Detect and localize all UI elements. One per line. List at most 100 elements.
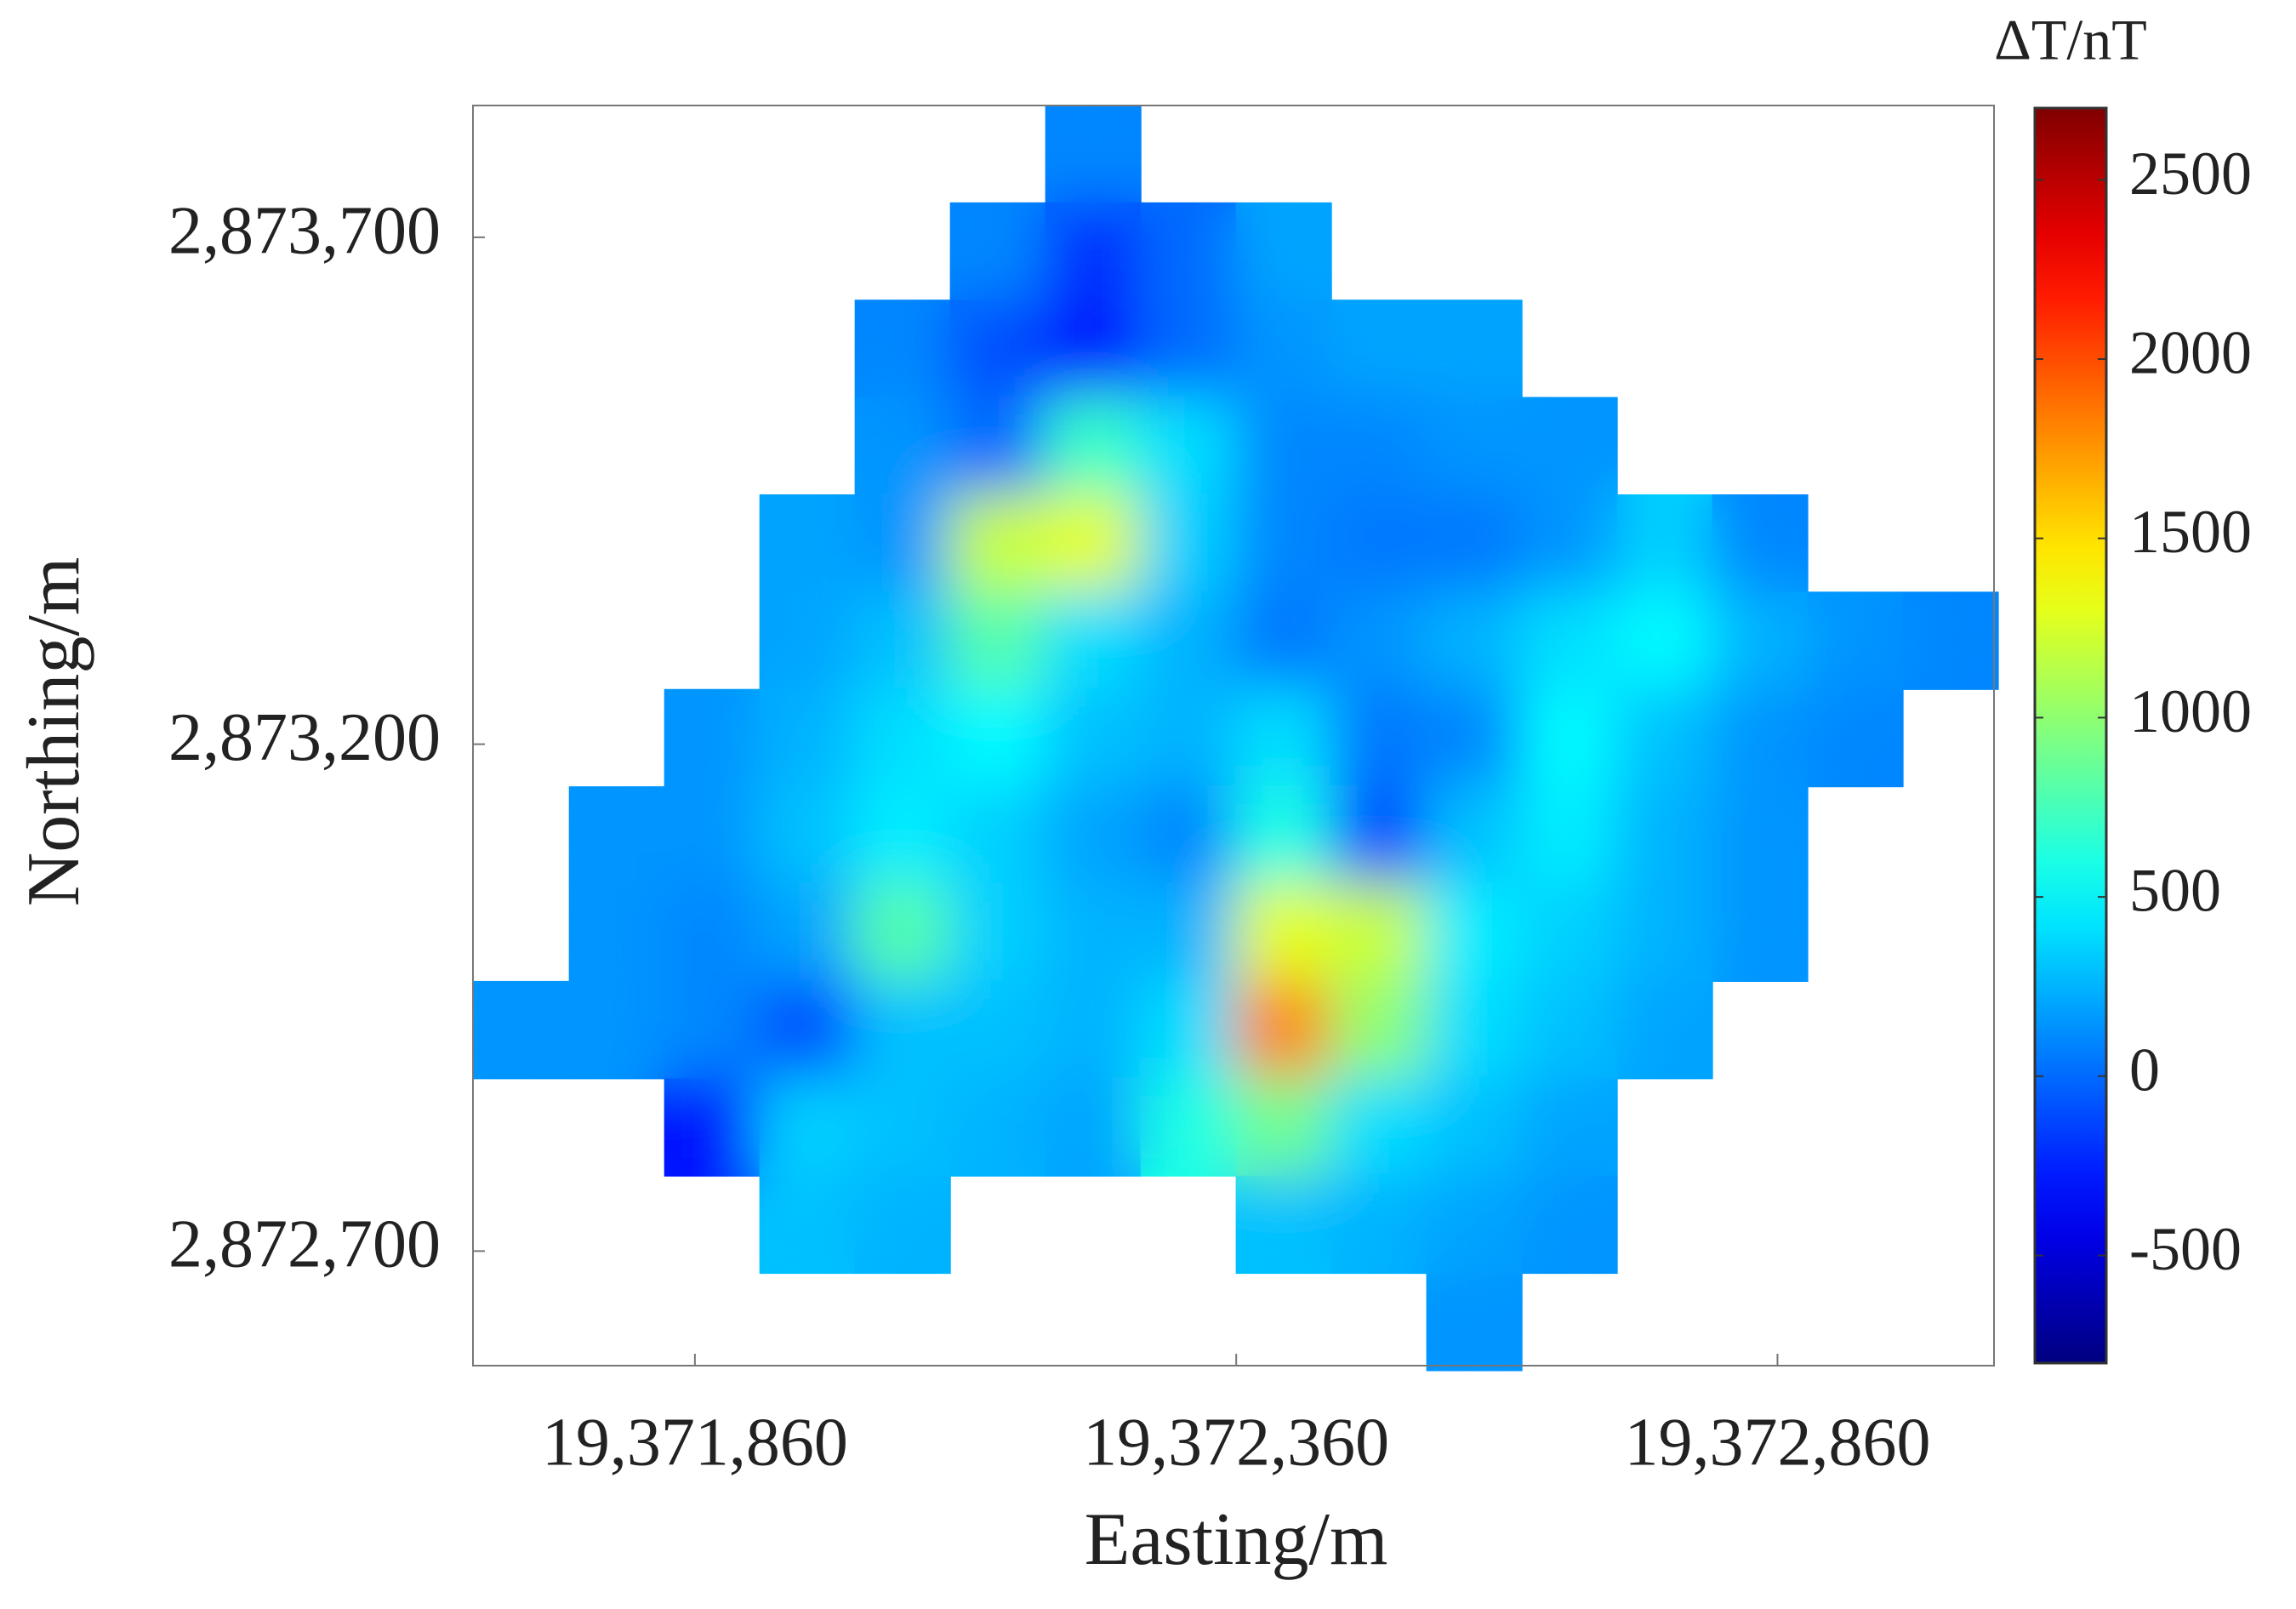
smooth-cell — [1615, 979, 1715, 1081]
smooth-cell — [1425, 1271, 1524, 1372]
smooth-cell — [1044, 979, 1143, 1081]
smooth-cell — [853, 882, 953, 984]
smooth-cell — [1330, 396, 1429, 497]
smooth-cell — [1425, 493, 1524, 594]
smooth-cell — [1234, 785, 1334, 887]
smooth-cell — [1425, 882, 1524, 984]
x-axis-label: Easting/m — [1085, 1498, 1388, 1581]
smooth-cell — [1425, 396, 1524, 497]
smooth-cell — [1330, 298, 1429, 400]
smooth-cell — [1139, 298, 1239, 400]
smooth-cell — [1806, 590, 1906, 692]
smooth-cell — [853, 1174, 953, 1275]
y-tick-label: 2,873,200 — [168, 700, 441, 775]
smooth-cell — [1520, 979, 1620, 1081]
smooth-cell — [1139, 882, 1239, 984]
smooth-cell — [1711, 882, 1810, 984]
smooth-cell — [853, 785, 953, 887]
smooth-cell — [663, 785, 762, 887]
smooth-cell — [1044, 396, 1143, 497]
smooth-cell — [1425, 785, 1524, 887]
smooth-cell — [663, 979, 762, 1081]
smooth-cell — [758, 1076, 857, 1178]
smooth-cell — [758, 493, 857, 594]
smooth-cell — [1139, 979, 1239, 1081]
smooth-cell — [1234, 882, 1334, 984]
smooth-cell — [1044, 201, 1143, 302]
smooth-cell — [1139, 1076, 1239, 1178]
colorbar-tick-label: 0 — [2129, 1036, 2160, 1104]
smooth-cell — [1234, 590, 1334, 692]
smooth-cell — [1615, 688, 1715, 789]
smooth-cell — [1520, 590, 1620, 692]
smooth-cell — [1425, 688, 1524, 789]
smooth-cell — [949, 298, 1048, 400]
smooth-cell — [1330, 590, 1429, 692]
smooth-cell — [1139, 493, 1239, 594]
smooth-cell — [567, 785, 667, 887]
x-tick-label: 19,372,860 — [1624, 1405, 1930, 1480]
smooth-cell — [1806, 688, 1906, 789]
smooth-cell — [473, 979, 572, 1081]
smooth-cell — [1044, 1076, 1143, 1178]
colorbar-tick-label: 2500 — [2129, 140, 2252, 208]
smooth-cell — [1234, 201, 1334, 302]
colorbar-tick-label: 2000 — [2129, 319, 2252, 387]
smooth-cell — [1520, 1174, 1620, 1275]
smooth-cell — [1425, 1174, 1524, 1275]
smooth-cell — [758, 979, 857, 1081]
y-tick-label: 2,872,700 — [168, 1207, 441, 1282]
smooth-cell — [567, 882, 667, 984]
smooth-cell — [1044, 882, 1143, 984]
colorbar-tick-label: 500 — [2129, 857, 2221, 925]
y-tick-label: 2,873,700 — [168, 193, 441, 268]
smooth-cell — [949, 493, 1048, 594]
smooth-cell — [1234, 979, 1334, 1081]
smooth-cell — [1330, 979, 1429, 1081]
smooth-cell — [1520, 493, 1620, 594]
smooth-cell — [949, 882, 1048, 984]
smooth-cell — [853, 688, 953, 789]
smooth-cell — [1425, 979, 1524, 1081]
smooth-cell — [1330, 1174, 1429, 1275]
smooth-cell — [663, 688, 762, 789]
smooth-cell — [1615, 785, 1715, 887]
x-tick-label: 19,372,360 — [1083, 1405, 1389, 1480]
smooth-cell — [949, 590, 1048, 692]
smooth-cell — [1139, 201, 1239, 302]
smooth-cell — [1330, 785, 1429, 887]
smooth-cell — [1711, 590, 1810, 692]
smooth-cell — [1425, 590, 1524, 692]
smooth-cell — [1234, 493, 1334, 594]
smooth-cell — [1901, 590, 1999, 692]
smooth-cell — [853, 1076, 953, 1178]
smooth-cell — [949, 1076, 1048, 1178]
smooth-cell — [949, 688, 1048, 789]
smooth-cell — [1234, 298, 1334, 400]
smooth-cell — [1520, 688, 1620, 789]
smooth-cell — [853, 298, 953, 400]
colorbar — [2033, 106, 2108, 1365]
smooth-cell — [1615, 590, 1715, 692]
smooth-cell — [1234, 688, 1334, 789]
smooth-cell — [1234, 1076, 1334, 1178]
smooth-cell — [1044, 493, 1143, 594]
smooth-cell — [1520, 882, 1620, 984]
smooth-cell — [1520, 785, 1620, 887]
smooth-cell — [1139, 688, 1239, 789]
smooth-cell — [1044, 590, 1143, 692]
smooth-cell — [1330, 688, 1429, 789]
smooth-cell — [949, 396, 1048, 497]
y-axis-label: Northing/m — [13, 557, 95, 907]
x-tick-label: 19,371,860 — [542, 1405, 848, 1480]
smooth-cell — [1044, 688, 1143, 789]
plot-frame — [472, 105, 1995, 1367]
smooth-cell — [1234, 1174, 1334, 1275]
smooth-cell — [1520, 1076, 1620, 1178]
smooth-cell — [1615, 882, 1715, 984]
colorbar-label: ΔT/nT — [1994, 8, 2147, 72]
smooth-cell — [949, 785, 1048, 887]
smooth-cell — [1330, 882, 1429, 984]
